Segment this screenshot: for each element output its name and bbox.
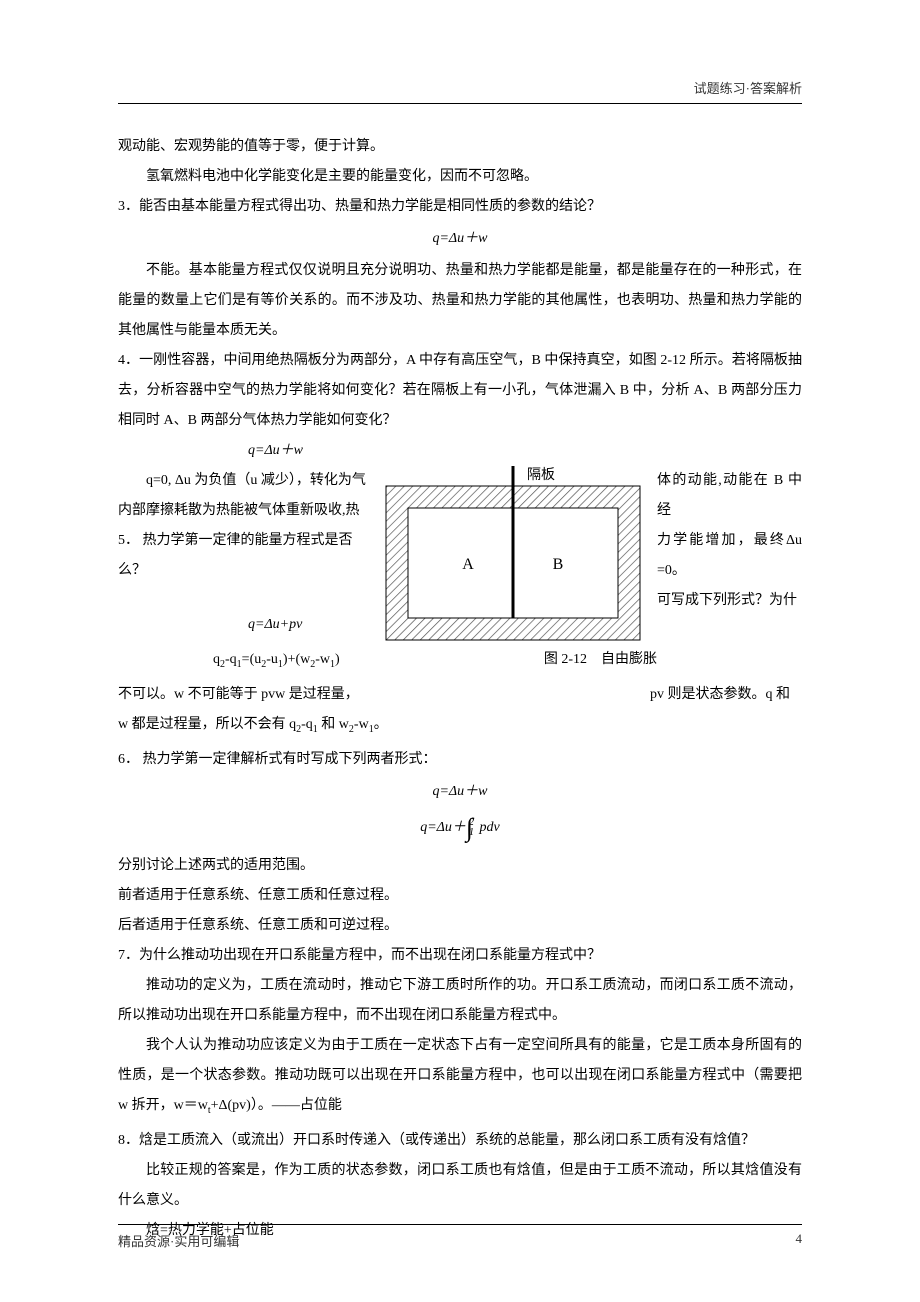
lower-bound: 1 — [469, 827, 474, 838]
question-3: 3．能否由基本能量方程式得出功、热量和热力学能是相同性质的参数的结论？ — [118, 192, 802, 222]
svg-text:A: A — [462, 556, 474, 573]
question-4: 4．一刚性容器，中间用绝热隔板分为两部分，A 中存有高压空气，B 中保持真空，如… — [118, 346, 802, 436]
page-content: 试题练习·答案解析 观动能、宏观势能的值等于零，便于计算。 氢氧燃料电池中化学能… — [0, 0, 920, 1246]
footer-page-number: 4 — [796, 1231, 803, 1250]
paragraph: 观动能、宏观势能的值等于零，便于计算。 — [118, 132, 802, 162]
question-7: 7．为什么推动功出现在开口系能量方程中，而不出现在闭口系能量方程式中？ — [118, 941, 802, 971]
equation-integral: q=Δu＋∫21 pdv — [118, 811, 802, 845]
text-line: 内部摩擦耗散为热能被气体重新吸收,热 — [118, 496, 373, 526]
text-line: 可写成下列形式？为什 — [657, 586, 802, 616]
question-6: 6． 热力学第一定律解析式有时写成下列两者形式： — [118, 745, 802, 775]
paragraph: 后者适用于任意系统、任意工质和可逆过程。 — [118, 911, 802, 941]
text-line: 5． 热力学第一定律的能量方程式是否 — [118, 526, 373, 556]
page-header: 试题练习·答案解析 — [118, 78, 802, 104]
wrapped-figure-section: 隔板 A B q=0, Δu 为负值（u 减少），转化为气 内部摩擦耗散为热能被… — [118, 466, 802, 680]
eq-prefix: q=Δu＋ — [420, 820, 466, 835]
answer-3: 不能。基本能量方程式仅仅说明且充分说明功、热量和热力学能都是能量，都是能量存在的… — [118, 256, 802, 346]
footer-left: 精品资源·实用可编辑 — [118, 1231, 239, 1250]
wrap-text-left: q=0, Δu 为负值（u 减少），转化为气 内部摩擦耗散为热能被气体重新吸收,… — [118, 466, 373, 586]
free-expansion-diagram: A B — [373, 466, 653, 641]
paragraph: 前者适用于任意系统、任意工质和任意过程。 — [118, 881, 802, 911]
page-footer: 精品资源·实用可编辑 4 — [118, 1224, 802, 1250]
text-line: 么？ — [118, 556, 373, 586]
figure-2-12: 隔板 A B — [373, 466, 653, 656]
split-line: 不可以。w 不可能等于 pvw 是过程量， pv 则是状态参数。q 和 — [118, 680, 802, 710]
text-line: 体的动能,动能在 B 中经 — [657, 466, 802, 526]
answer-7a: 推动功的定义为，工质在流动时，推动它下游工质时所作的功。开口系工质流动，而闭口系… — [118, 971, 802, 1031]
svg-text:B: B — [553, 556, 564, 573]
answer-8a: 比较正规的答案是，作为工质的状态参数，闭口系工质也有焓值，但是由于工质不流动，所… — [118, 1156, 802, 1216]
paragraph: 氢氧燃料电池中化学能变化是主要的能量变化，因而不可忽略。 — [118, 162, 802, 192]
text-line: q=0, Δu 为负值（u 减少），转化为气 — [118, 466, 373, 496]
answer-7b: 我个人认为推动功应该定义为由于工质在一定状态下占有一定空间所具有的能量，它是工质… — [118, 1031, 802, 1126]
figure-label-divider: 隔板 — [527, 464, 555, 484]
answer-5b: w 都是过程量，所以不会有 q2-q1 和 w2-w1。 — [118, 710, 802, 745]
equation: q=Δu＋w — [118, 777, 802, 807]
header-right: 试题练习·答案解析 — [694, 81, 802, 96]
answer-5-right: pv 则是状态参数。q 和 — [650, 680, 802, 710]
text-line: 力学能增加，最终Δu =0。 — [657, 526, 802, 586]
equation: q=Δu＋w — [118, 224, 802, 254]
integrand: pdv — [476, 820, 500, 835]
question-8: 8．焓是工质流入（或流出）开口系时传递入（或传递出）系统的总能量，那么闭口系工质… — [118, 1126, 802, 1156]
equation: q=Δu＋w — [118, 436, 802, 466]
paragraph: 分别讨论上述两式的适用范围。 — [118, 851, 802, 881]
wrap-text-right: 体的动能,动能在 B 中经 力学能增加，最终Δu =0。 可写成下列形式？为什 — [657, 466, 802, 616]
answer-5a: 不可以。w 不可能等于 pvw 是过程量， — [118, 680, 359, 710]
